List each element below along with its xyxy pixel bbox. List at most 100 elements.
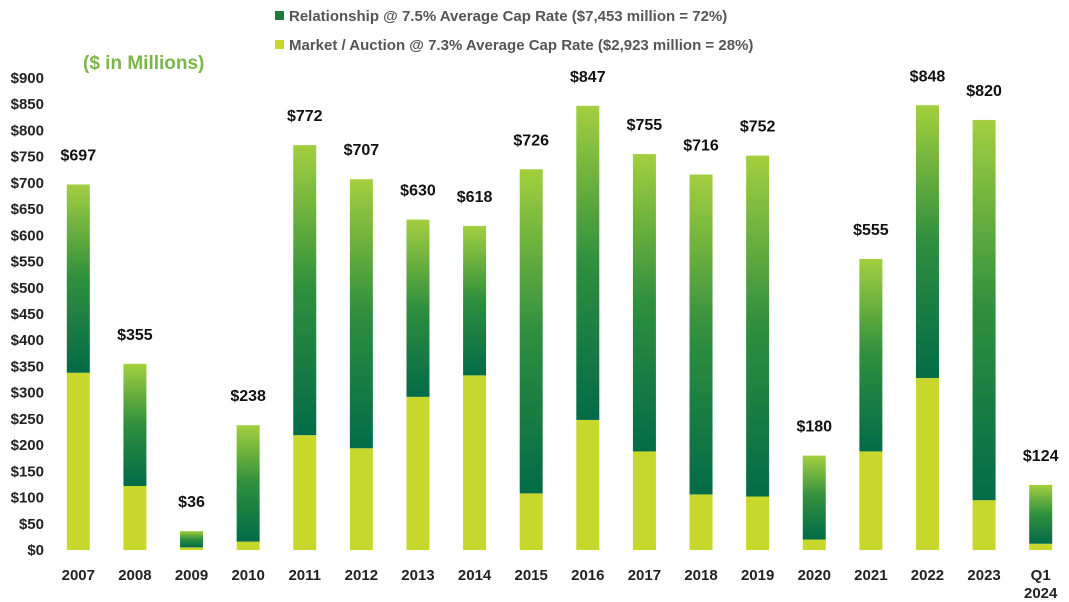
bar-relationship xyxy=(463,225,487,376)
y-tick-label: $50 xyxy=(19,516,44,533)
bar-relationship xyxy=(1029,484,1053,544)
x-tick-label: 2010 xyxy=(231,567,264,584)
bar-market-auction xyxy=(1029,543,1053,550)
total-data-label: $555 xyxy=(853,222,889,239)
bar-relationship xyxy=(915,105,939,378)
x-tick-label: 2023 xyxy=(967,567,1000,584)
bar-relationship xyxy=(180,531,204,548)
total-data-label: $820 xyxy=(966,83,1002,100)
bar-market-auction xyxy=(406,396,430,550)
bar-relationship xyxy=(632,154,656,452)
x-tick-label: 2011 xyxy=(288,567,321,584)
x-tick-label: 2008 xyxy=(118,567,151,584)
bar-market-auction xyxy=(576,419,600,550)
bar-relationship xyxy=(746,155,770,497)
x-tick-label: 2021 xyxy=(854,567,887,584)
bar-market-auction xyxy=(802,539,826,550)
legend-label-market-auction: Market / Auction @ 7.3% Average Cap Rate… xyxy=(289,37,753,54)
total-data-label: $716 xyxy=(683,137,719,154)
y-tick-label: $850 xyxy=(11,96,44,113)
bar-market-auction xyxy=(463,375,487,550)
x-tick-label: 2019 xyxy=(741,567,774,584)
bar-relationship xyxy=(123,363,147,487)
bar-market-auction xyxy=(689,494,713,550)
y-tick-label: $450 xyxy=(11,306,44,323)
bar-relationship xyxy=(406,219,430,397)
legend-label-relationship: Relationship @ 7.5% Average Cap Rate ($7… xyxy=(289,8,727,25)
y-tick-label: $500 xyxy=(11,280,44,297)
x-tick-label: 2017 xyxy=(628,567,661,584)
y-tick-label: $550 xyxy=(11,254,44,271)
y-tick-label: $700 xyxy=(11,175,44,192)
x-tick-label: 2018 xyxy=(684,567,717,584)
y-axis: $0 $50 $100 $150 $200 $250 $300 $350 $400 $450 $50… xyxy=(11,70,44,559)
bar-market-auction xyxy=(746,496,770,550)
y-tick-label: $650 xyxy=(11,201,44,218)
y-tick-label: $600 xyxy=(11,227,44,244)
y-tick-label: $0 xyxy=(27,542,44,559)
x-tick-label: 2009 xyxy=(175,567,208,584)
x-tick-label: 2007 xyxy=(62,567,95,584)
x-tick-label: 2016 xyxy=(571,567,604,584)
legend-swatch-market-auction xyxy=(275,40,284,49)
total-data-label: $848 xyxy=(910,68,946,85)
y-tick-label: $150 xyxy=(11,463,44,480)
total-data-label: $772 xyxy=(287,108,323,125)
total-data-label: $697 xyxy=(61,147,97,164)
total-data-label: $36 xyxy=(178,494,205,511)
unit-note: ($ in Millions) xyxy=(83,53,204,74)
y-tick-label: $750 xyxy=(11,149,44,166)
total-data-label: $726 xyxy=(513,132,549,149)
y-tick-label: $250 xyxy=(11,411,44,428)
bar-relationship xyxy=(689,174,713,495)
total-data-label: $630 xyxy=(400,183,436,200)
x-tick-label: 2014 xyxy=(458,567,492,584)
total-data-label: $238 xyxy=(230,388,266,405)
x-tick-label: Q1 2024 xyxy=(1024,567,1058,602)
total-data-label: $124 xyxy=(1023,448,1059,465)
y-tick-label: $400 xyxy=(11,332,44,349)
data-labels: $697 $355 $36 $238 $772 $707 $630 $618 $726 $847 $… xyxy=(61,68,1059,511)
bar-relationship xyxy=(576,105,600,420)
bar-market-auction xyxy=(915,377,939,550)
bar-market-auction xyxy=(180,547,204,550)
legend-swatch-relationship xyxy=(275,11,284,20)
total-data-label: $755 xyxy=(627,117,663,134)
bar-market-auction xyxy=(519,493,543,550)
total-data-label: $180 xyxy=(796,419,832,436)
total-data-label: $618 xyxy=(457,189,493,206)
bar-relationship xyxy=(293,145,317,436)
bar-market-auction xyxy=(632,451,656,550)
x-tick-label: 2022 xyxy=(911,567,944,584)
x-axis: 2007 2008 2009 2010 2011 2012 2013 2014 2015 2016… xyxy=(62,567,1058,602)
bar-relationship xyxy=(519,169,543,494)
bar-relationship xyxy=(802,455,826,540)
y-tick-label: $350 xyxy=(11,358,44,375)
y-tick-label: $100 xyxy=(11,490,44,507)
bars xyxy=(66,105,1053,550)
bar-relationship xyxy=(972,119,996,501)
x-tick-label: 2020 xyxy=(798,567,831,584)
bar-market-auction xyxy=(293,435,317,550)
bar-market-auction xyxy=(66,372,90,550)
bar-market-auction xyxy=(236,541,260,550)
total-data-label: $707 xyxy=(344,142,380,159)
x-tick-label: 2015 xyxy=(515,567,548,584)
total-data-label: $355 xyxy=(117,327,153,344)
y-tick-label: $900 xyxy=(11,70,44,87)
y-tick-label: $800 xyxy=(11,122,44,139)
y-tick-label: $200 xyxy=(11,437,44,454)
y-tick-label: $300 xyxy=(11,385,44,402)
bar-relationship xyxy=(236,425,260,542)
bar-relationship xyxy=(66,184,90,373)
bar-relationship xyxy=(859,258,883,452)
total-data-label: $752 xyxy=(740,119,776,136)
bar-relationship xyxy=(349,179,373,449)
total-data-label: $847 xyxy=(570,69,606,86)
bar-market-auction xyxy=(349,448,373,550)
legend: Relationship @ 7.5% Average Cap Rate ($7… xyxy=(275,8,753,54)
bar-market-auction xyxy=(972,500,996,550)
x-tick-label: 2013 xyxy=(401,567,434,584)
x-tick-label: 2012 xyxy=(345,567,378,584)
